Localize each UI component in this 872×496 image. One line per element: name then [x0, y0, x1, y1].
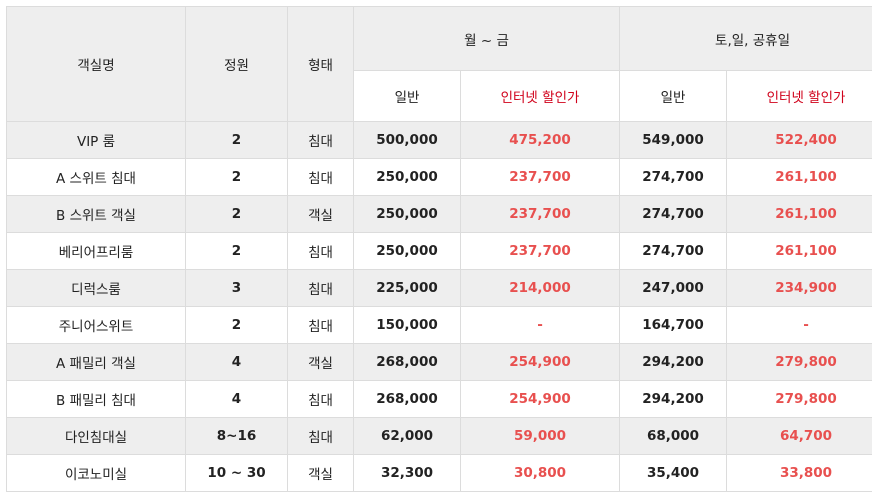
cell-weekend-regular: 549,000 — [619, 121, 728, 159]
cell-weekend-internet: 261,100 — [726, 158, 872, 196]
cell-type: 객실 — [287, 454, 354, 492]
cell-weekend-internet: 261,100 — [726, 195, 872, 233]
table-row: 디럭스룸 3 침대 225,000 214,000 247,000 234,900 — [6, 269, 872, 307]
cell-type: 침대 — [287, 269, 354, 307]
room-price-table: 객실명 정원 형태 월 ~ 금 토,일, 공휴일 일반 인터넷 할인가 일반 인… — [6, 6, 872, 492]
cell-room-name: VIP 룸 — [6, 121, 186, 159]
cell-type: 침대 — [287, 121, 354, 159]
cell-capacity: 2 — [185, 232, 288, 270]
header-weekend-internet: 인터넷 할인가 — [726, 70, 872, 122]
cell-weekend-internet: 234,900 — [726, 269, 872, 307]
cell-capacity: 4 — [185, 380, 288, 418]
table-row: B 스위트 객실 2 객실 250,000 237,700 274,700 261,100 — [6, 195, 872, 233]
header-weekday-internet: 인터넷 할인가 — [459, 70, 621, 122]
cell-weekend-internet: 64,700 — [726, 417, 872, 455]
cell-capacity: 10 ~ 30 — [185, 454, 288, 492]
cell-weekend-regular: 274,700 — [619, 195, 728, 233]
cell-room-name: A 스위트 침대 — [6, 158, 186, 196]
cell-weekday-regular: 268,000 — [353, 343, 461, 381]
cell-capacity: 8~16 — [185, 417, 288, 455]
cell-weekend-internet: 279,800 — [726, 343, 872, 381]
cell-capacity: 2 — [185, 158, 288, 196]
table-row: 베리어프리룸 2 침대 250,000 237,700 274,700 261,100 — [6, 232, 872, 270]
header-type: 형태 — [287, 6, 354, 122]
cell-room-name: A 패밀리 객실 — [6, 343, 186, 381]
cell-weekday-internet: 30,800 — [459, 454, 621, 492]
cell-capacity: 4 — [185, 343, 288, 381]
price-table-container: 객실명 정원 형태 월 ~ 금 토,일, 공휴일 일반 인터넷 할인가 일반 인… — [6, 6, 872, 492]
header-capacity: 정원 — [185, 6, 288, 122]
header-weekday: 월 ~ 금 — [352, 6, 621, 71]
cell-room-name: 주니어스위트 — [6, 306, 186, 344]
cell-weekday-regular: 62,000 — [353, 417, 461, 455]
cell-weekday-internet: 254,900 — [459, 343, 621, 381]
cell-weekday-regular: 225,000 — [353, 269, 461, 307]
cell-weekday-regular: 250,000 — [353, 195, 461, 233]
cell-type: 침대 — [287, 158, 354, 196]
cell-weekday-regular: 150,000 — [353, 306, 461, 344]
cell-type: 침대 — [287, 417, 354, 455]
cell-capacity: 2 — [185, 306, 288, 344]
cell-weekend-internet: 522,400 — [726, 121, 872, 159]
cell-type: 침대 — [287, 306, 354, 344]
table-row: 다인침대실 8~16 침대 62,000 59,000 68,000 64,700 — [6, 417, 872, 455]
cell-weekday-internet: 475,200 — [459, 121, 621, 159]
table-body: VIP 룸 2 침대 500,000 475,200 549,000 522,400 A 스위… — [6, 121, 872, 492]
cell-capacity: 2 — [185, 121, 288, 159]
cell-weekday-internet: 237,700 — [459, 195, 621, 233]
cell-room-name: 다인침대실 — [6, 417, 186, 455]
cell-capacity: 2 — [185, 195, 288, 233]
table-row: 이코노미실 10 ~ 30 객실 32,300 30,800 35,400 33,800 — [6, 454, 872, 492]
cell-weekend-internet: 261,100 — [726, 232, 872, 270]
cell-weekday-internet: 254,900 — [459, 380, 621, 418]
table-row: B 패밀리 침대 4 침대 268,000 254,900 294,200 279,800 — [6, 380, 872, 418]
cell-weekend-regular: 294,200 — [619, 343, 728, 381]
cell-room-name: 디럭스룸 — [6, 269, 186, 307]
cell-weekend-internet: 279,800 — [726, 380, 872, 418]
cell-weekday-regular: 500,000 — [353, 121, 461, 159]
cell-weekday-internet: 59,000 — [459, 417, 621, 455]
cell-weekend-regular: 164,700 — [619, 306, 728, 344]
cell-type: 객실 — [287, 343, 354, 381]
cell-type: 침대 — [287, 380, 354, 418]
cell-weekday-internet: - — [459, 306, 621, 344]
cell-room-name: 베리어프리룸 — [6, 232, 186, 270]
table-row: VIP 룸 2 침대 500,000 475,200 549,000 522,400 — [6, 121, 872, 159]
table-row: A 스위트 침대 2 침대 250,000 237,700 274,700 261,100 — [6, 158, 872, 196]
header-weekend-regular: 일반 — [619, 70, 728, 122]
cell-weekday-regular: 250,000 — [353, 158, 461, 196]
cell-weekday-internet: 237,700 — [459, 158, 621, 196]
cell-weekday-internet: 214,000 — [459, 269, 621, 307]
cell-room-name: B 패밀리 침대 — [6, 380, 186, 418]
cell-weekend-regular: 294,200 — [619, 380, 728, 418]
header-weekday-regular: 일반 — [353, 70, 461, 122]
cell-room-name: B 스위트 객실 — [6, 195, 186, 233]
cell-type: 객실 — [287, 195, 354, 233]
cell-room-name: 이코노미실 — [6, 454, 186, 492]
header-room-name: 객실명 — [6, 6, 186, 122]
header-weekend: 토,일, 공휴일 — [619, 6, 872, 71]
cell-weekend-regular: 68,000 — [619, 417, 728, 455]
cell-capacity: 3 — [185, 269, 288, 307]
table-row: 주니어스위트 2 침대 150,000-164,700- — [6, 306, 872, 344]
cell-type: 침대 — [287, 232, 354, 270]
cell-weekday-regular: 250,000 — [353, 232, 461, 270]
cell-weekend-internet: 33,800 — [726, 454, 872, 492]
cell-weekday-regular: 268,000 — [353, 380, 461, 418]
cell-weekend-regular: 274,700 — [619, 232, 728, 270]
cell-weekday-internet: 237,700 — [459, 232, 621, 270]
cell-weekend-regular: 247,000 — [619, 269, 728, 307]
cell-weekday-regular: 32,300 — [353, 454, 461, 492]
cell-weekend-regular: 35,400 — [619, 454, 728, 492]
table-row: A 패밀리 객실 4 객실 268,000 254,900 294,200 279,800 — [6, 343, 872, 381]
cell-weekend-regular: 274,700 — [619, 158, 728, 196]
cell-weekend-internet: - — [726, 306, 872, 344]
